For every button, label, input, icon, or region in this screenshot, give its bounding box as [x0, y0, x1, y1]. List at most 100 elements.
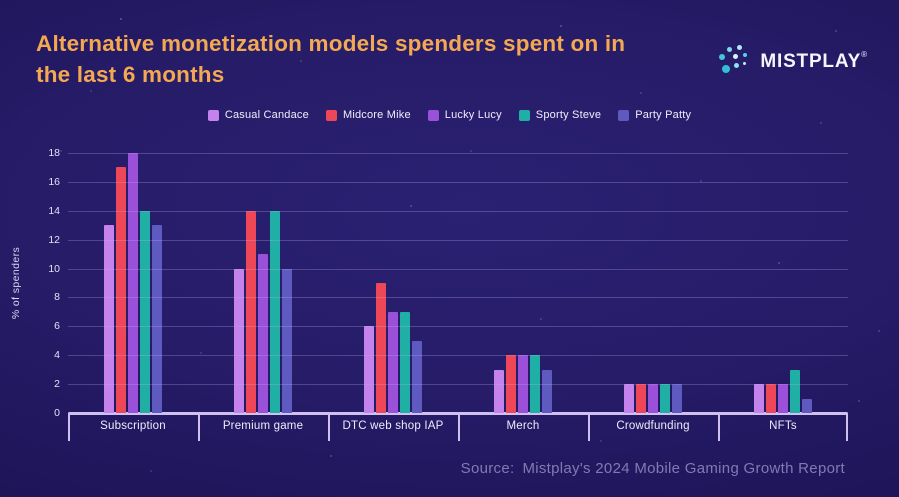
bar-group-crowdfunding	[588, 153, 718, 413]
legend-label: Casual Candace	[224, 109, 309, 121]
y-axis-title: % of spenders	[10, 246, 22, 320]
bar-chart-plot: % of spenders Subscription Premium game DT…	[10, 147, 848, 441]
legend-item-midcore-mike: Midcore Mike	[325, 109, 411, 121]
bar-party-patty-subscription	[152, 225, 162, 413]
brand-logo: MISTPLAY®	[716, 44, 867, 78]
y-tick-label-0: 0	[54, 407, 60, 419]
y-tick-label-8: 8	[54, 291, 60, 304]
category-label-dtc-web-shop-iap: DTC web shop IAP	[342, 420, 444, 432]
bar-sporty-steve-merch	[530, 355, 540, 413]
category-label-crowdfunding: Crowdfunding	[616, 420, 690, 432]
category-label-premium-game: Premium game	[222, 420, 304, 432]
bar-sporty-steve-premium-game	[270, 210, 280, 413]
bar-sporty-steve-crowdfunding	[660, 384, 670, 413]
brand-name: MISTPLAY®	[760, 49, 867, 72]
bar-sporty-steve-nfts	[790, 369, 800, 413]
bar-group-nfts	[718, 153, 848, 413]
gridline-12	[68, 239, 848, 241]
bar-groups	[68, 153, 848, 413]
mistplay-dots-icon	[716, 44, 750, 78]
x-axis-baseline	[68, 412, 848, 415]
legend-item-casual-candace: Casual Candace	[207, 109, 309, 121]
y-tick-label-6: 6	[54, 320, 60, 333]
y-tick-label-4: 4	[54, 349, 60, 362]
bar-casual-candace-premium-game	[234, 268, 244, 413]
bar-lucky-lucy-subscription	[128, 153, 138, 413]
y-tick-label-2: 2	[54, 378, 60, 391]
bar-lucky-lucy-premium-game	[258, 254, 268, 413]
bar-lucky-lucy-crowdfunding	[648, 384, 658, 413]
bar-midcore-mike-merch	[506, 355, 516, 413]
page-title: Alternative monetization models spenders…	[36, 28, 736, 90]
gridline-4	[68, 355, 848, 357]
legend-label: Sporty Steve	[535, 109, 602, 121]
bar-casual-candace-nfts	[754, 384, 764, 413]
bar-group-dtc-web-shop-iap	[328, 153, 458, 413]
category-label-nfts: NFTs	[769, 420, 797, 432]
bar-party-patty-nfts	[802, 398, 812, 413]
legend-swatch-icon	[427, 109, 439, 121]
bar-group-subscription	[68, 153, 198, 413]
legend-swatch-icon	[207, 109, 219, 121]
bar-midcore-mike-crowdfunding	[636, 384, 646, 413]
chart-legend: Casual Candace Midcore Mike Lucky Lucy Spor…	[0, 109, 899, 121]
gridline-2	[68, 384, 848, 386]
gridline-18	[68, 153, 848, 154]
bar-casual-candace-dtc-web-shop-iap	[364, 326, 374, 413]
gridline-6	[68, 326, 848, 328]
bar-casual-candace-crowdfunding	[624, 384, 634, 413]
legend-label: Party Patty	[635, 109, 692, 121]
bar-party-patty-premium-game	[282, 268, 292, 413]
category-label-subscription: Subscription	[100, 420, 166, 432]
y-tick-label-10: 10	[48, 262, 60, 275]
legend-swatch-icon	[325, 109, 337, 121]
bar-group-merch	[458, 153, 588, 413]
gridline-10	[68, 268, 848, 270]
title-line-2: the last 6 months	[36, 62, 225, 87]
bar-midcore-mike-nfts	[766, 384, 776, 413]
bar-midcore-mike-dtc-web-shop-iap	[376, 283, 386, 413]
legend-item-party-patty: Party Patty	[618, 109, 691, 121]
bar-party-patty-dtc-web-shop-iap	[412, 340, 422, 413]
gridline-8	[68, 297, 848, 299]
legend-item-sporty-steve: Sporty Steve	[518, 109, 602, 121]
bar-casual-candace-subscription	[104, 225, 114, 413]
source-label: Source:	[460, 460, 515, 477]
title-line-1: Alternative monetization models spenders…	[36, 31, 626, 56]
category-separator	[718, 414, 720, 441]
bar-party-patty-merch	[542, 369, 552, 413]
legend-label: Midcore Mike	[342, 109, 411, 121]
gridline-16	[68, 181, 848, 183]
bar-lucky-lucy-merch	[518, 355, 528, 413]
category-separator	[198, 414, 200, 441]
bar-sporty-steve-subscription	[140, 210, 150, 413]
source-attribution: Source: Mistplay's 2024 Mobile Gaming Gro…	[461, 460, 845, 477]
y-tick-label-12: 12	[48, 233, 60, 246]
category-separator	[68, 414, 70, 441]
bar-lucky-lucy-nfts	[778, 384, 788, 413]
background-stars	[0, 0, 2, 2]
registered-mark: ®	[861, 49, 867, 59]
bar-midcore-mike-premium-game	[246, 210, 256, 413]
legend-swatch-icon	[518, 109, 530, 121]
bar-party-patty-crowdfunding	[672, 384, 682, 413]
bar-lucky-lucy-dtc-web-shop-iap	[388, 311, 398, 413]
legend-label: Lucky Lucy	[444, 109, 502, 121]
bar-sporty-steve-dtc-web-shop-iap	[400, 311, 410, 413]
bar-group-premium-game	[198, 153, 328, 413]
bar-midcore-mike-subscription	[116, 167, 126, 413]
legend-item-lucky-lucy: Lucky Lucy	[427, 109, 502, 121]
category-separator	[846, 414, 848, 441]
category-separator	[458, 414, 460, 441]
gridline-14	[68, 210, 848, 212]
y-tick-label-16: 16	[48, 175, 60, 188]
source-text: Mistplay's 2024 Mobile Gaming Growth Rep…	[522, 460, 845, 477]
y-tick-label-14: 14	[48, 204, 60, 217]
category-separator	[328, 414, 330, 441]
category-separator	[588, 414, 590, 441]
category-axis: Subscription Premium game DTC web shop IAP…	[68, 413, 848, 443]
bar-casual-candace-merch	[494, 369, 504, 413]
category-label-merch: Merch	[506, 420, 540, 432]
y-tick-label-18: 18	[48, 147, 60, 159]
legend-swatch-icon	[618, 109, 630, 121]
